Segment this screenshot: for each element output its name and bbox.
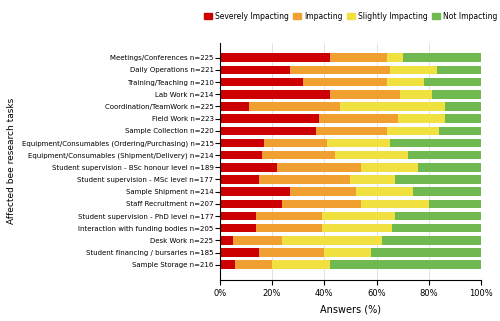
- Bar: [220, 187, 290, 196]
- Bar: [220, 236, 233, 245]
- Bar: [387, 126, 440, 135]
- Bar: [403, 54, 481, 62]
- Bar: [429, 200, 481, 208]
- Bar: [304, 78, 387, 86]
- Bar: [395, 175, 481, 184]
- Bar: [290, 187, 356, 196]
- Bar: [372, 248, 481, 257]
- Bar: [444, 114, 481, 123]
- Bar: [220, 212, 256, 220]
- Bar: [220, 114, 319, 123]
- Bar: [400, 90, 432, 99]
- Bar: [290, 65, 390, 74]
- Bar: [330, 54, 387, 62]
- Bar: [233, 236, 282, 245]
- Bar: [324, 248, 372, 257]
- Bar: [264, 139, 327, 147]
- Bar: [390, 65, 436, 74]
- Bar: [327, 139, 390, 147]
- Y-axis label: Affected bee research tasks: Affected bee research tasks: [7, 98, 16, 224]
- X-axis label: Answers (%): Answers (%): [320, 304, 381, 314]
- Bar: [272, 260, 330, 269]
- Bar: [382, 236, 481, 245]
- Bar: [432, 90, 481, 99]
- Bar: [256, 212, 322, 220]
- Bar: [282, 200, 361, 208]
- Bar: [220, 102, 248, 111]
- Bar: [322, 224, 392, 232]
- Bar: [361, 163, 418, 172]
- Bar: [220, 248, 259, 257]
- Bar: [220, 200, 282, 208]
- Bar: [220, 175, 259, 184]
- Bar: [262, 151, 335, 160]
- Bar: [330, 260, 481, 269]
- Bar: [392, 224, 481, 232]
- Bar: [236, 260, 272, 269]
- Legend: Severely Impacting, Impacting, Slightly Impacting, Not Impacting: Severely Impacting, Impacting, Slightly …: [201, 9, 500, 24]
- Bar: [319, 114, 398, 123]
- Bar: [259, 175, 350, 184]
- Bar: [356, 187, 413, 196]
- Bar: [413, 187, 481, 196]
- Bar: [220, 90, 330, 99]
- Bar: [316, 126, 387, 135]
- Bar: [395, 212, 481, 220]
- Bar: [444, 102, 481, 111]
- Bar: [220, 126, 316, 135]
- Bar: [424, 78, 481, 86]
- Bar: [322, 212, 395, 220]
- Bar: [398, 114, 444, 123]
- Bar: [361, 200, 429, 208]
- Bar: [436, 65, 481, 74]
- Bar: [282, 236, 382, 245]
- Bar: [390, 139, 481, 147]
- Bar: [220, 139, 264, 147]
- Bar: [408, 151, 481, 160]
- Bar: [335, 151, 408, 160]
- Bar: [330, 90, 400, 99]
- Bar: [248, 102, 340, 111]
- Bar: [387, 54, 403, 62]
- Bar: [220, 54, 330, 62]
- Bar: [278, 163, 361, 172]
- Bar: [340, 102, 444, 111]
- Bar: [350, 175, 395, 184]
- Bar: [220, 163, 278, 172]
- Bar: [440, 126, 481, 135]
- Bar: [387, 78, 424, 86]
- Bar: [220, 260, 236, 269]
- Bar: [220, 151, 262, 160]
- Bar: [418, 163, 481, 172]
- Bar: [256, 224, 322, 232]
- Bar: [220, 78, 304, 86]
- Bar: [220, 224, 256, 232]
- Bar: [220, 65, 290, 74]
- Bar: [259, 248, 324, 257]
